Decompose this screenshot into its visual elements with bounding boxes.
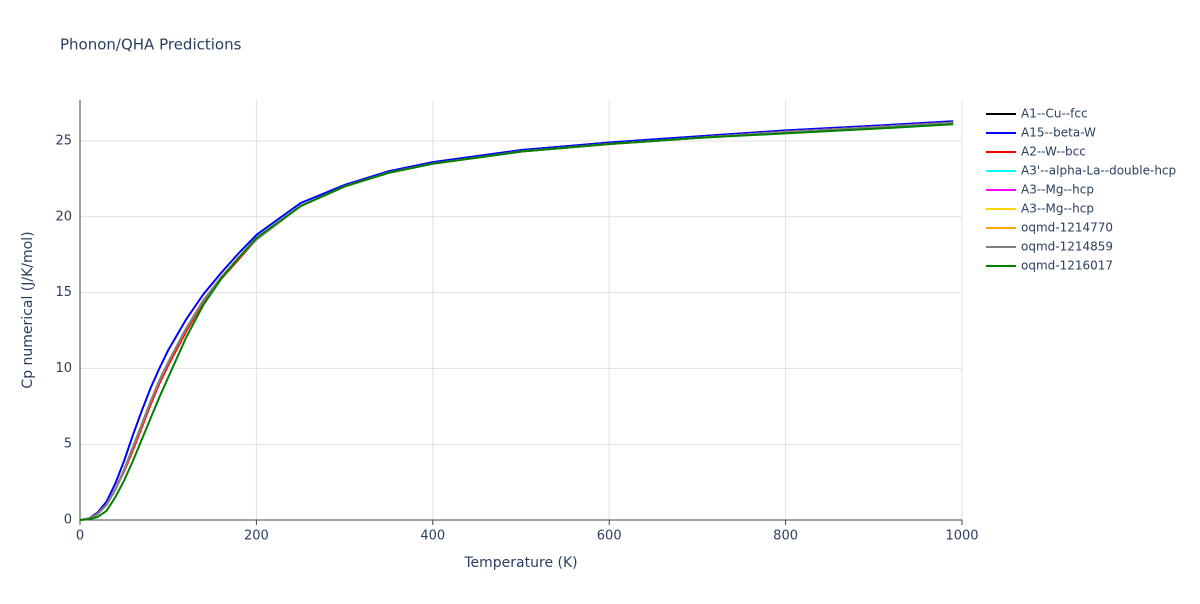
legend-label: A3--Mg--hcp	[1021, 183, 1094, 197]
chart-title: Phonon/QHA Predictions	[60, 36, 242, 54]
series-line	[79, 121, 954, 521]
legend-label: oqmd-1214859	[1021, 240, 1113, 254]
x-tick-label: 400	[420, 529, 445, 544]
x-tick-label: 1000	[945, 529, 978, 544]
series-line	[79, 121, 954, 521]
legend-label: A1--Cu--fcc	[1021, 107, 1088, 121]
series-line	[79, 121, 954, 521]
y-tick-label: 10	[55, 361, 72, 376]
legend-label: A2--W--bcc	[1021, 145, 1086, 159]
series-line	[79, 121, 954, 521]
y-tick-label: 25	[55, 133, 72, 148]
series-line	[79, 123, 954, 521]
y-tick-label: 0	[64, 513, 72, 528]
x-tick-label: 0	[76, 529, 84, 544]
y-axis-label: Cp numerical (J/K/mol)	[20, 231, 36, 388]
series-line	[79, 121, 954, 521]
y-tick-label: 5	[64, 437, 72, 452]
legend-label: A3--Mg--hcp	[1021, 202, 1094, 216]
series-line	[79, 121, 954, 521]
legend-label: A3'--alpha-La--double-hcp	[1021, 164, 1176, 178]
legend-label: A15--beta-W	[1021, 126, 1096, 140]
x-tick-label: 200	[244, 529, 269, 544]
x-tick-label: 800	[773, 529, 798, 544]
series-line	[79, 121, 954, 521]
x-tick-label: 600	[597, 529, 622, 544]
legend-label: oqmd-1216017	[1021, 259, 1113, 273]
y-tick-label: 20	[55, 209, 72, 224]
x-axis-label: Temperature (K)	[463, 555, 577, 571]
series-line	[79, 120, 954, 521]
legend-label: oqmd-1214770	[1021, 221, 1113, 235]
y-tick-label: 15	[55, 285, 72, 300]
